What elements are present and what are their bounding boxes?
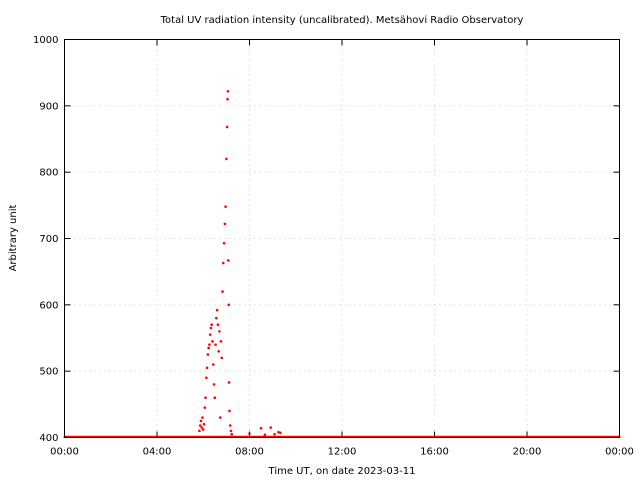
data-point [206, 353, 210, 356]
data-point [212, 383, 216, 386]
data-point [279, 431, 282, 435]
data-point [225, 125, 229, 129]
data-point [227, 381, 231, 384]
data-point [219, 340, 223, 343]
data-point [210, 323, 214, 327]
grid-lines [64, 39, 620, 438]
x-tick-label: 20:00 [513, 447, 542, 458]
data-point [228, 424, 232, 427]
y-tick-label: 800 [39, 168, 58, 179]
data-point [203, 406, 207, 409]
y-tick-label: 600 [39, 300, 58, 311]
data-point [269, 426, 272, 429]
y-tick-label: 500 [39, 367, 58, 378]
data-point [223, 222, 227, 226]
data-point [211, 340, 214, 343]
data-points [63, 89, 621, 438]
data-point [221, 261, 225, 265]
x-axis-label: Time UT, on date 2023-03-11 [268, 466, 416, 477]
x-tick-label: 00:00 [605, 447, 634, 458]
data-point [224, 205, 227, 208]
data-point [202, 422, 206, 426]
data-point [201, 416, 204, 419]
data-point [215, 308, 219, 312]
data-point [222, 241, 226, 245]
data-point [221, 290, 224, 293]
data-point [226, 89, 230, 93]
data-point [227, 259, 230, 262]
x-tick-label: 08:00 [235, 447, 264, 458]
data-point [248, 432, 251, 435]
data-point [211, 363, 215, 366]
plot-frame [64, 39, 620, 438]
axis-ticks: 00:00 04:00 08:00 12:00 16:00 20:00 00:00 400 50… [33, 35, 634, 458]
data-point [205, 366, 209, 370]
data-point [227, 303, 230, 307]
data-point [215, 316, 218, 320]
chart-title: Total UV radiation intensity (uncalibrat… [160, 15, 524, 26]
data-point [259, 426, 263, 430]
data-point [209, 326, 213, 330]
data-point [218, 330, 221, 333]
x-tick-label: 12:00 [328, 447, 357, 458]
data-point [200, 426, 204, 429]
y-tick-label: 1000 [33, 35, 58, 46]
y-tick-label: 900 [39, 101, 58, 112]
x-tick-label: 04:00 [143, 447, 172, 458]
data-point [199, 419, 203, 423]
y-tick-label: 700 [39, 234, 58, 245]
data-point [204, 396, 207, 400]
data-point [217, 349, 220, 353]
data-point [201, 428, 205, 431]
data-point [220, 356, 224, 360]
x-tick-label: 16:00 [420, 447, 449, 458]
x-tick-label: 00:00 [50, 447, 79, 458]
y-axis-label: Arbitrary unit [8, 205, 19, 272]
data-point [218, 416, 222, 419]
data-point [208, 333, 212, 336]
data-point [207, 346, 210, 350]
data-point [225, 157, 228, 161]
data-point [198, 424, 202, 427]
data-point [205, 376, 208, 380]
data-point [229, 429, 233, 433]
data-point [216, 323, 220, 327]
data-point [230, 432, 234, 436]
data-point [214, 343, 217, 346]
data-point [198, 429, 201, 433]
y-tick-label: 400 [39, 433, 58, 444]
data-point [228, 409, 231, 413]
data-point [213, 396, 217, 400]
data-point [208, 343, 211, 346]
data-point [226, 97, 229, 101]
data-point [273, 432, 276, 436]
data-point [263, 433, 267, 437]
